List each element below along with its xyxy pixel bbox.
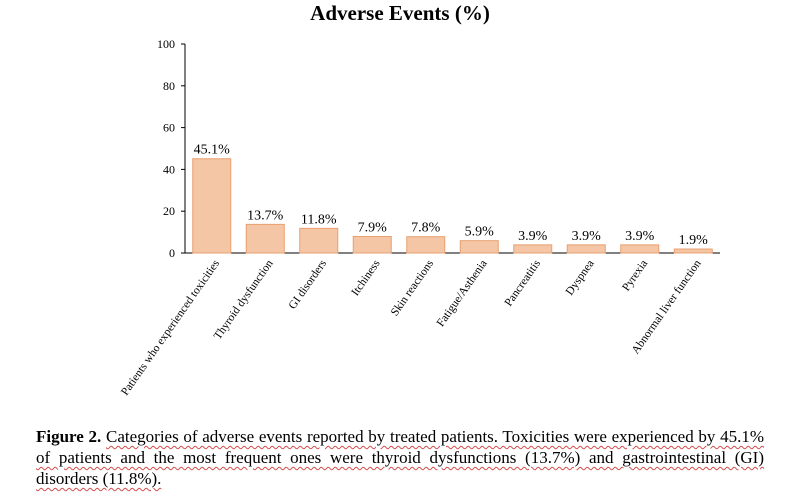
x-tick-label: Skin reactions: [389, 257, 437, 318]
y-tick-label: 60: [163, 121, 175, 135]
data-label: 7.8%: [411, 221, 441, 236]
y-tick-label: 20: [163, 204, 175, 218]
x-tick-label: GI disorders: [287, 257, 330, 311]
x-tick-label: Pancreatitis: [503, 257, 544, 308]
data-label: 13.7%: [247, 208, 284, 223]
caption-lead: Figure 2.: [36, 427, 102, 446]
bar: [673, 248, 713, 254]
x-tick-label: Pyrexia: [620, 258, 650, 294]
x-tick-label: Patients who experienced toxicities: [119, 257, 222, 397]
bar: [513, 244, 553, 254]
bar: [299, 227, 339, 254]
data-label: 3.9%: [518, 229, 548, 244]
y-tick-label: 40: [163, 162, 175, 176]
data-label: 3.9%: [572, 229, 602, 244]
x-tick-label: Fatigue/Asthenia: [435, 258, 490, 329]
data-label: 11.8%: [301, 212, 337, 227]
bars: [192, 158, 713, 254]
bar-chart: Adverse Events (%) 0 20 40 60 80 100 45.1% 13.…: [119, 1, 720, 398]
x-axis-labels: Patients who experienced toxicitiesThyro…: [119, 257, 704, 397]
y-tick-label: 0: [169, 246, 175, 260]
bar: [566, 244, 606, 254]
data-label: 45.1%: [194, 143, 231, 158]
data-label: 3.9%: [625, 229, 655, 244]
data-labels: 45.1% 13.7% 11.8% 7.9% 7.8% 5.9% 3.9% 3.9% 3.9% 1…: [194, 143, 709, 248]
bar: [459, 240, 499, 254]
data-label: 1.9%: [679, 233, 709, 248]
bar: [352, 235, 392, 254]
bar: [620, 244, 660, 254]
data-label: 7.9%: [358, 220, 388, 235]
x-tick-label: Itchiness: [349, 257, 383, 298]
x-tick-label: Dyspnea: [564, 258, 597, 298]
data-label: 5.9%: [465, 225, 495, 240]
bar: [245, 223, 285, 254]
caption-text: Categories of adverse events reported by…: [36, 427, 765, 488]
y-tick-label: 100: [157, 37, 175, 51]
x-tick-label: Thyroid dysfunction: [212, 258, 276, 342]
bar: [406, 236, 446, 254]
bar: [192, 158, 232, 254]
chart-title: Adverse Events (%): [310, 1, 490, 25]
y-tick-label: 80: [163, 79, 175, 93]
figure-caption: Figure 2. Categories of adverse events r…: [36, 426, 764, 489]
